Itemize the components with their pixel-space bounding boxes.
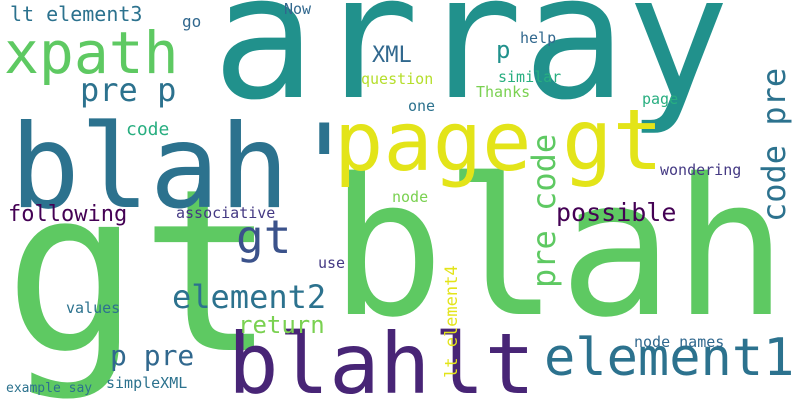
word-go: go [182,12,202,31]
word-similar: similar [498,68,562,86]
word-element2: element2 [172,278,327,316]
word-blah-purple: blah [228,315,431,400]
word-code-pre-vertical: code pre [755,67,793,222]
word-possible: possible [556,198,677,227]
word-gt-blue: gt [236,210,292,264]
word-p: p [496,36,511,64]
word-gt-large: gt [4,141,277,400]
word-return: return [238,311,325,339]
word-following: following [8,202,128,227]
word-lt-purple: lt [434,315,536,400]
word-lt-element4-vertical: lt element4 [442,265,462,378]
word-example-say: example say [6,381,93,396]
word-now: Now [284,0,312,18]
word-blah-quote: blah' [10,100,360,235]
word-simplexml: simpleXML [106,374,188,392]
word-blah-large: blah [330,138,788,359]
word-p-pre: p pre [110,339,195,372]
word-xpath: xpath [4,19,179,87]
word-question: question [361,70,434,88]
word-one: one [408,97,436,115]
word-node: node [392,188,429,206]
word-code: code [126,119,170,140]
word-xml: XML [372,43,412,68]
word-lt-element3: lt element3 [10,2,143,26]
word-element1: element1 [544,328,795,388]
word-gt-yellow: gt [562,91,664,189]
word-thanks: Thanks [476,83,531,101]
word-associative: associative [176,204,276,222]
word-wondering: wondering [660,161,742,179]
word-use: use [318,254,346,272]
word-page-small: page [642,90,679,108]
word-node-names: node names [634,333,725,351]
word-values: values [66,299,121,317]
word-array: array [212,0,730,138]
word-help: help [520,29,557,47]
word-pre-p: pre p [80,71,177,109]
word-page-large: page [334,95,532,190]
